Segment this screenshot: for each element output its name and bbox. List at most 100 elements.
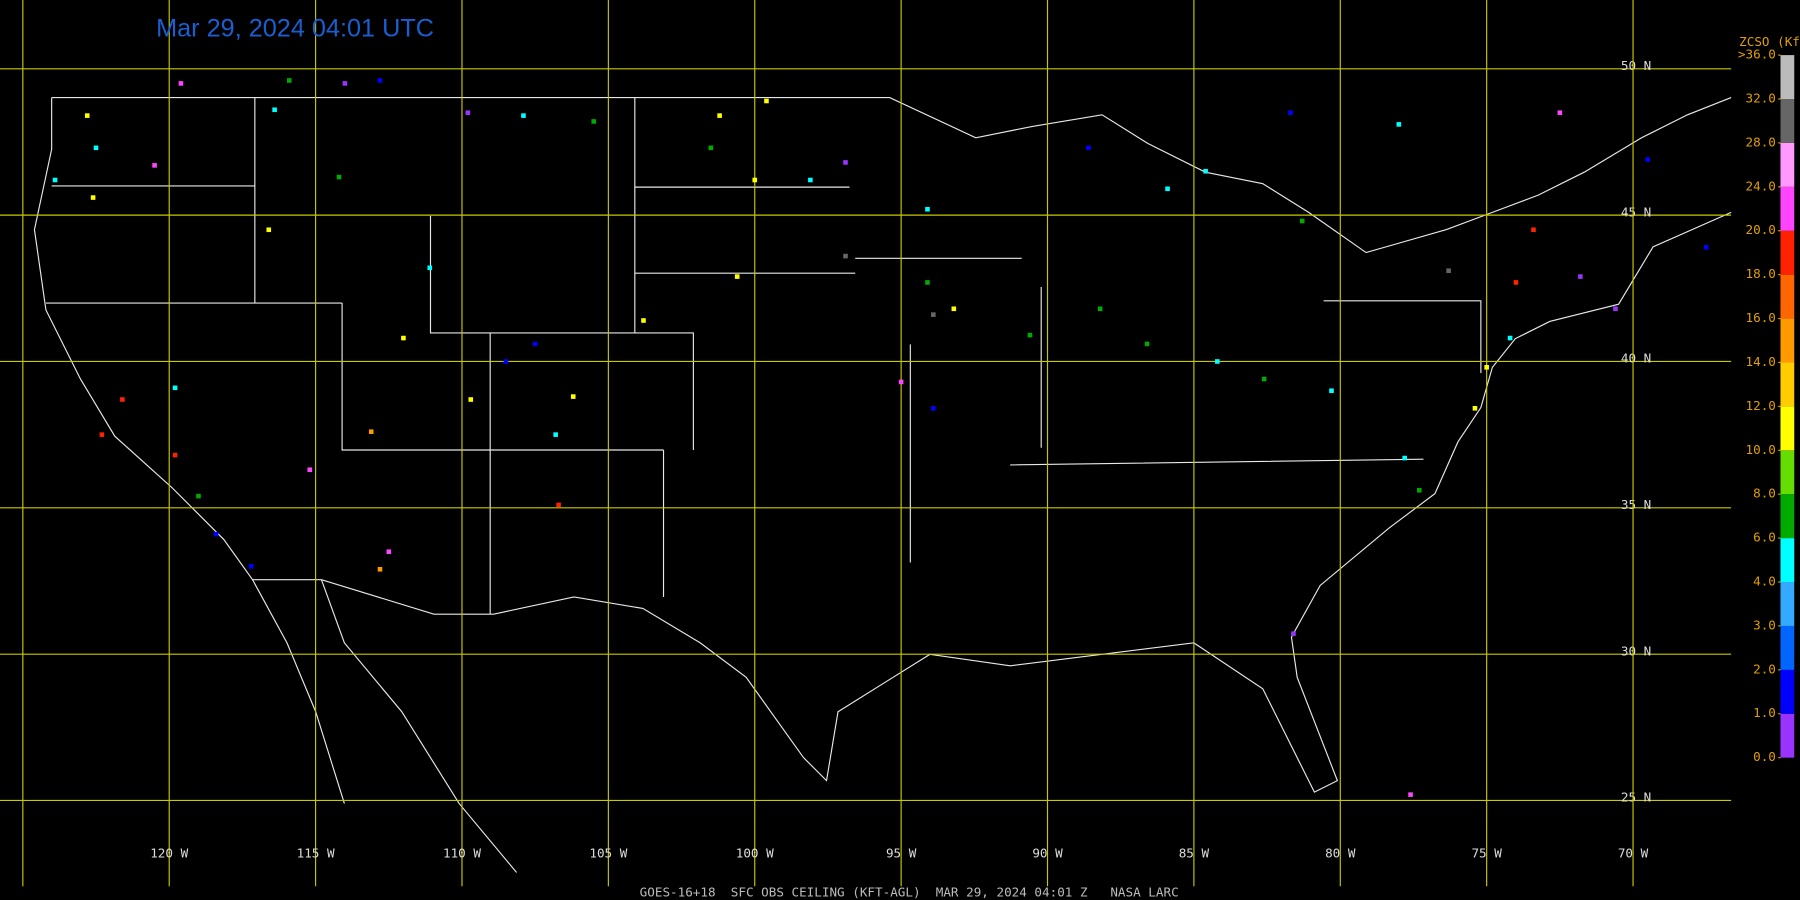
colorbar-label: 16.0	[1746, 310, 1776, 325]
colorbar: ZCSO (Kft) 0.0 1.0 2.0 3.0 4.0 6.0 8.0 10.0 12.0 1…	[1738, 34, 1800, 764]
colorbar-bin	[1780, 142, 1795, 187]
colorbar-bin	[1780, 230, 1795, 275]
station	[272, 107, 277, 113]
station	[1408, 792, 1413, 797]
station	[925, 280, 930, 285]
station	[266, 227, 272, 233]
station	[468, 397, 474, 402]
station	[925, 206, 930, 212]
lon-label: 85 W	[1179, 846, 1210, 861]
colorbar-bin	[1780, 318, 1795, 363]
station	[843, 160, 848, 165]
lat-label: 50 N	[1621, 58, 1651, 73]
station	[401, 335, 406, 341]
colorbar-bin	[1780, 55, 1795, 100]
lon-label: 115 W	[297, 846, 335, 861]
colorbar-label: 32.0	[1746, 91, 1776, 106]
colorbar-bin	[1780, 274, 1795, 319]
colorbar-label: 18.0	[1746, 266, 1776, 281]
colorbar-bin	[1780, 99, 1795, 143]
station	[898, 379, 904, 385]
station	[1203, 168, 1208, 174]
lon-label: 110 W	[443, 846, 481, 861]
colorbar-label: 4.0	[1753, 574, 1776, 589]
station	[1417, 487, 1422, 493]
station	[84, 113, 90, 118]
station	[553, 432, 558, 437]
station	[1531, 227, 1536, 233]
station	[556, 502, 561, 508]
station	[99, 432, 105, 437]
station	[1144, 341, 1150, 347]
station	[52, 177, 58, 183]
station	[1446, 268, 1451, 274]
colorbar-bin	[1780, 538, 1795, 583]
station	[1291, 631, 1296, 636]
colorbar-bin	[1780, 494, 1795, 539]
station	[336, 174, 342, 180]
station	[1165, 186, 1170, 192]
station	[503, 359, 509, 364]
lon-label: 75 W	[1471, 846, 1502, 861]
lat-label: 30 N	[1621, 643, 1651, 658]
station	[172, 452, 178, 458]
lon-label: 90 W	[1032, 846, 1063, 861]
station	[734, 274, 740, 279]
colorbar-label: 12.0	[1746, 398, 1776, 413]
colorbar-bin	[1780, 669, 1795, 714]
station	[1027, 332, 1033, 338]
colorbar-bin	[1780, 625, 1795, 670]
colorbar-label: 24.0	[1746, 178, 1776, 193]
lon-label: 100 W	[736, 846, 774, 861]
station	[1299, 218, 1305, 224]
station	[307, 467, 313, 473]
station	[764, 98, 769, 104]
station	[521, 113, 526, 118]
colorbar-label: 20.0	[1746, 222, 1776, 237]
colorbar-label: 28.0	[1746, 134, 1776, 149]
station	[368, 429, 374, 435]
station	[1329, 388, 1334, 394]
colorbar-label: 1.0	[1753, 705, 1776, 720]
grid: 50 N 45 N 40 N 35 N 30 N 25 N 120 W 115 W 110 W 1…	[0, 0, 1732, 887]
lat-label: 40 N	[1621, 351, 1651, 366]
station	[752, 177, 758, 183]
station	[931, 405, 936, 411]
lon-label: 80 W	[1325, 846, 1356, 861]
station	[641, 318, 646, 323]
station	[532, 341, 538, 347]
station	[377, 78, 383, 83]
station	[427, 265, 433, 271]
station	[1703, 245, 1709, 250]
station	[1097, 306, 1103, 312]
station	[808, 177, 813, 183]
station	[377, 566, 383, 572]
station	[1513, 280, 1519, 285]
station	[248, 564, 254, 569]
station	[1215, 359, 1220, 364]
lon-label: 95 W	[886, 846, 917, 861]
station	[93, 145, 99, 151]
station	[172, 385, 178, 391]
station	[1402, 455, 1407, 461]
station	[1557, 110, 1563, 115]
stations	[52, 78, 1709, 797]
station	[1288, 110, 1293, 115]
station	[843, 253, 848, 259]
station	[1507, 335, 1513, 341]
title: Mar 29, 2024 04:01 UTC	[156, 15, 434, 43]
colorbar-label: 2.0	[1753, 661, 1776, 676]
colorbar-label: 8.0	[1753, 486, 1776, 501]
lat-label: 45 N	[1621, 204, 1651, 219]
station	[1396, 122, 1402, 127]
mexico-coast	[252, 579, 518, 873]
station	[213, 531, 219, 537]
lon-label: 70 W	[1618, 846, 1649, 861]
colorbar-bin	[1780, 406, 1795, 451]
station	[1578, 274, 1583, 279]
station	[196, 493, 201, 499]
station	[90, 195, 96, 200]
station	[465, 110, 471, 115]
